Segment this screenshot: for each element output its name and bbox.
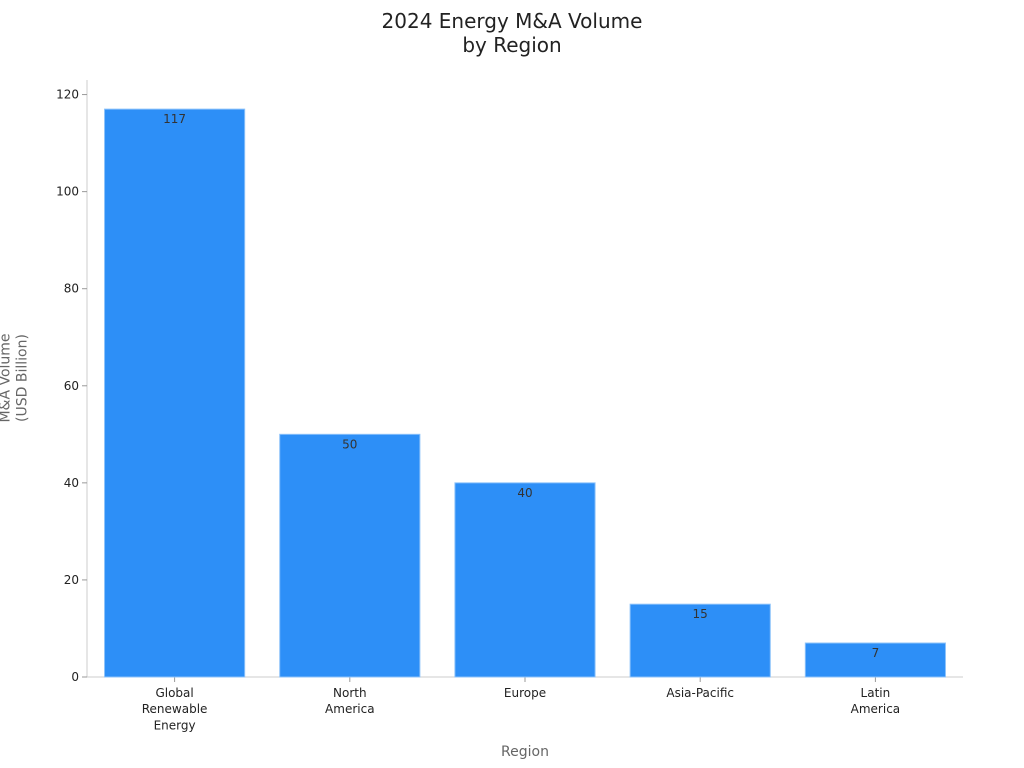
y-axis-title: M&A Volume(USD Billion) <box>0 333 30 422</box>
y-tick-label: 20 <box>64 573 79 587</box>
x-axis-title: Region <box>501 744 549 760</box>
x-tick-label: Global Renewable Energy <box>142 686 208 732</box>
y-tick-label: 40 <box>64 476 79 490</box>
x-tick-label: Asia-Pacific <box>666 686 734 700</box>
bar <box>629 603 771 678</box>
x-tick-label: North America <box>325 686 375 716</box>
value-label: 7 <box>872 646 880 660</box>
bar <box>104 108 246 678</box>
value-label: 15 <box>693 607 708 621</box>
x-tick-label: Europe <box>504 686 546 700</box>
y-tick-label: 0 <box>71 670 79 684</box>
value-label: 50 <box>342 437 357 451</box>
y-tick-label: 120 <box>56 88 79 102</box>
x-tick-label: Latin America <box>851 686 901 716</box>
bar <box>279 433 421 678</box>
y-tick-label: 60 <box>64 379 79 393</box>
bar <box>454 482 596 678</box>
y-tick-label: 80 <box>64 282 79 296</box>
chart-title: 2024 Energy M&A Volume by Region <box>382 9 643 57</box>
value-label: 40 <box>517 486 532 500</box>
value-label: 117 <box>163 112 186 126</box>
y-tick-label: 100 <box>56 185 79 199</box>
bar <box>804 642 946 678</box>
